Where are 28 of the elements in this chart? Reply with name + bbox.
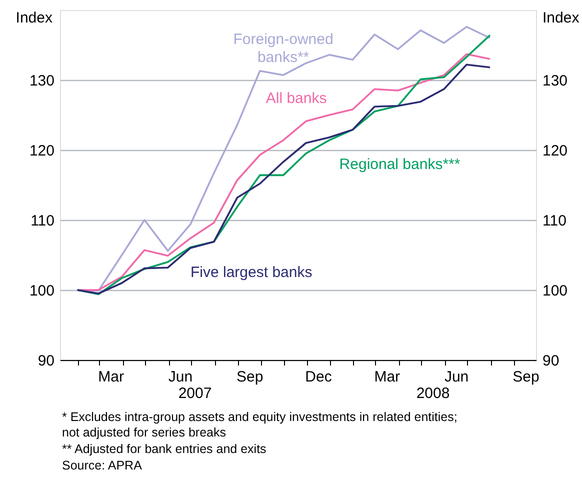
y-tick-label: 90: [38, 352, 54, 370]
y-tick-label: 120: [29, 142, 54, 160]
series-label: All banks: [266, 90, 327, 108]
y-tick-label: 100: [29, 282, 54, 300]
series-label: Regional banks***: [339, 156, 460, 174]
text: 2007: [178, 385, 212, 402]
y-tick-label: 130: [29, 72, 54, 90]
y-axis-title: Index: [16, 10, 53, 26]
y2-tick-label: 100: [542, 282, 568, 300]
x-tick-label: Dec: [305, 368, 332, 386]
x-tick-label: Jun: [444, 368, 469, 386]
text: * Excludes intra-group assets and equity investments in related entities; not adjusted for series breaks: [62, 410, 458, 440]
source-note: Source: APRA: [62, 458, 143, 472]
series-label: Five largest banks: [190, 264, 312, 281]
y2-tick-label: 110: [542, 212, 566, 230]
y2-tick-label: 90: [542, 352, 560, 370]
y2-tick-label: 130: [542, 72, 568, 90]
x-tick-label: Mar: [98, 368, 124, 386]
text: 2008: [416, 385, 450, 402]
x-tick-label: Mar: [374, 368, 400, 386]
x-tick-label: Jun: [168, 368, 193, 386]
text: ** Adjusted for bank entries and exits: [62, 442, 266, 456]
y-tick-label: 110: [30, 212, 54, 230]
x-tick-label: Sep: [512, 368, 540, 386]
series-label: Foreign-owned banks**: [233, 31, 334, 66]
y2-axis-title: Index: [542, 10, 580, 26]
x-tick-label: Sep: [236, 368, 264, 386]
y2-tick-label: 120: [542, 142, 568, 160]
